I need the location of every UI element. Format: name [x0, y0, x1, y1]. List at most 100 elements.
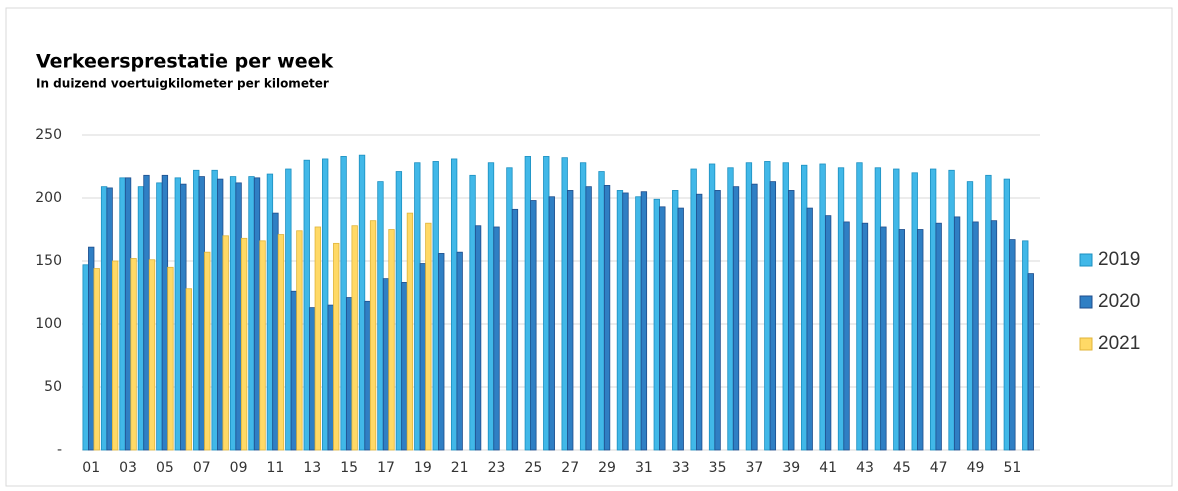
bar: [1003, 178, 1011, 451]
bar: [204, 251, 211, 451]
bar: [229, 176, 237, 451]
bar: [474, 225, 482, 451]
bar: [272, 212, 279, 451]
bar: [259, 240, 266, 451]
x-tick-label: 39: [782, 460, 800, 476]
bar: [106, 187, 113, 451]
bar: [167, 266, 174, 451]
x-tick-label: 07: [193, 460, 211, 476]
bar: [1009, 239, 1016, 451]
bar: [506, 167, 513, 451]
bar: [548, 196, 555, 451]
bar: [672, 190, 679, 451]
bar: [929, 168, 937, 451]
bar: [659, 206, 666, 451]
legend-swatch: [1079, 295, 1093, 309]
bar: [432, 161, 439, 451]
x-tick-label: 27: [561, 460, 579, 476]
bar: [579, 162, 587, 451]
bar: [585, 186, 592, 451]
x-tick-label: 21: [451, 460, 469, 476]
y-tick-label: 50: [44, 379, 62, 395]
bar: [395, 171, 403, 451]
bar: [843, 221, 850, 451]
x-tick-label: 05: [156, 460, 174, 476]
bar: [414, 162, 421, 451]
bar: [277, 234, 285, 451]
bar: [119, 177, 126, 451]
bar: [530, 200, 537, 451]
bar: [193, 169, 200, 451]
bar: [751, 183, 758, 451]
bar: [388, 229, 395, 451]
x-tick-label: 11: [267, 460, 285, 476]
bar: [727, 167, 734, 451]
bar: [130, 258, 137, 451]
bar: [290, 290, 298, 451]
bar: [285, 168, 292, 451]
bar: [438, 253, 445, 451]
bar: [493, 226, 500, 451]
bar: [861, 222, 869, 451]
bar: [782, 162, 789, 451]
bar: [911, 172, 918, 451]
bar: [111, 260, 119, 451]
bar: [82, 264, 89, 451]
bar: [1027, 273, 1034, 451]
bar: [603, 184, 611, 451]
x-tick-label: 31: [635, 460, 653, 476]
bar: [425, 222, 432, 451]
bar: [248, 176, 255, 451]
bar: [745, 162, 753, 451]
bar: [690, 168, 697, 451]
bar: [917, 229, 924, 451]
bar: [708, 163, 716, 451]
bar: [382, 278, 390, 451]
bar: [406, 212, 414, 451]
bar: [511, 208, 519, 451]
legend-label: 2021: [1098, 333, 1140, 354]
x-tick-label: 45: [893, 460, 911, 476]
bar: [364, 300, 371, 451]
bar: [333, 242, 340, 451]
bar: [985, 174, 992, 451]
x-tick-label: 17: [377, 460, 395, 476]
legend-label: 2020: [1098, 291, 1140, 312]
legend-label: 2019: [1098, 249, 1140, 270]
bar: [345, 297, 353, 451]
bar: [266, 173, 274, 451]
bar: [93, 268, 100, 451]
bar: [732, 186, 740, 451]
bar: [788, 190, 795, 451]
bar: [524, 156, 532, 451]
y-tick-label: 250: [35, 127, 62, 143]
bar: [598, 171, 605, 451]
bar: [469, 174, 476, 451]
bar: [450, 158, 458, 451]
bar: [296, 230, 303, 451]
legend-swatch: [1079, 253, 1093, 267]
bar: [677, 207, 684, 451]
bar: [543, 156, 550, 451]
bar: [1022, 240, 1029, 451]
bar: [714, 190, 721, 451]
x-tick-label: 23: [488, 460, 506, 476]
bar: [222, 235, 229, 451]
bar: [622, 192, 629, 451]
bar: [456, 251, 463, 451]
x-tick-label: 33: [672, 460, 690, 476]
legend-swatch: [1079, 337, 1093, 351]
x-tick-label: 29: [598, 460, 616, 476]
bar: [369, 220, 377, 451]
bar: [616, 190, 624, 451]
bar: [764, 161, 771, 451]
y-tick-label: 100: [35, 316, 62, 332]
bar: [635, 196, 642, 451]
bar: [161, 174, 169, 451]
bar: [185, 288, 193, 451]
x-tick-label: 13: [303, 460, 321, 476]
bar: [948, 169, 955, 451]
bar: [874, 167, 882, 451]
bar: [211, 169, 218, 451]
bar: [358, 154, 366, 451]
